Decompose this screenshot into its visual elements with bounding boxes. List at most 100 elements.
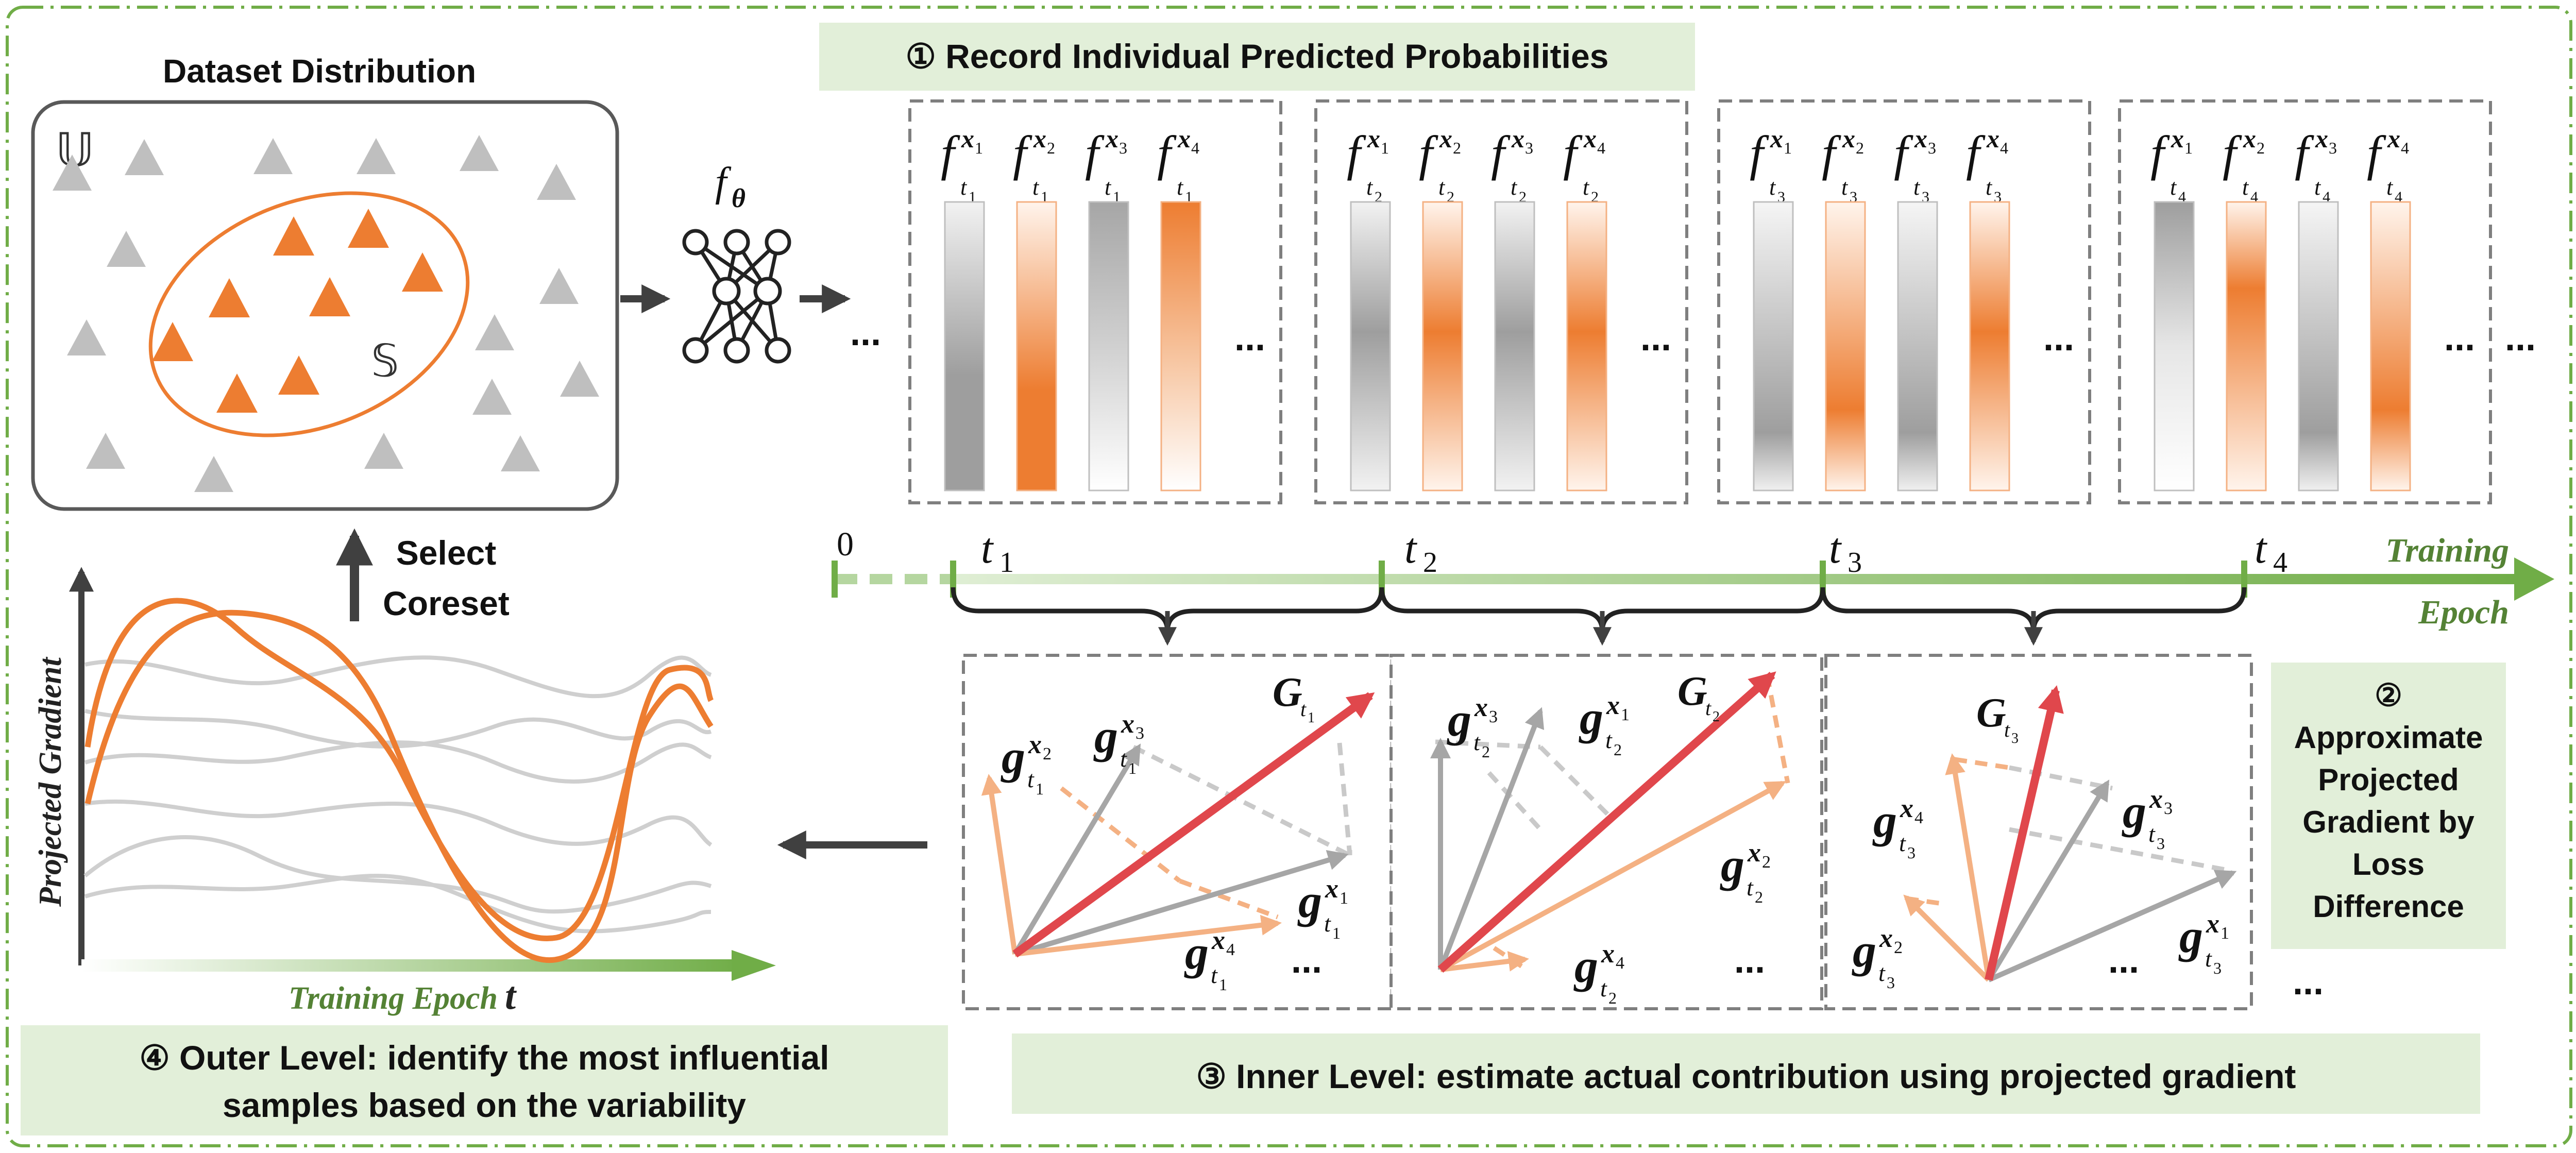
prob-bar-t4-x3 [2298,201,2339,491]
svg-text:1: 1 [1308,710,1315,726]
step2-line: Loss [2352,847,2425,881]
svg-text:g: g [2122,785,2146,838]
svg-text:x: x [2171,124,2184,153]
svg-text:t: t [1829,524,1842,572]
svg-text:x: x [1121,709,1134,739]
label-g-t1-x4: g t 1 x 4 [1184,926,1235,994]
svg-text:t: t [2255,524,2268,572]
svg-text:1: 1 [1219,975,1227,994]
svg-text:t: t [1841,175,1849,200]
prob-bar-t1-x1 [944,201,985,491]
label-g-t3-x2: g t 3 x 2 [1852,924,1903,992]
svg-text:x: x [1747,838,1761,868]
svg-text:t: t [1913,175,1921,200]
svg-text:x: x [1511,124,1524,153]
probability-box-t4: ft 4x 1 ft 4x 2 ft 4x 3 ft 4x 4... [2118,99,2492,504]
step3-banner [1012,1033,2480,1114]
svg-text:x: x [1770,124,1783,153]
svg-text:x: x [2243,124,2256,153]
gray-samples [53,135,599,492]
chart-ylabel: Projected Gradient [33,656,68,907]
svg-text:g: g [1447,693,1471,746]
prob-bar-t3-x1 [1753,201,1794,491]
svg-text:3: 3 [2213,959,2222,977]
svg-text:x: x [1583,124,1597,153]
svg-text:G: G [1677,669,1707,714]
svg-text:1: 1 [1036,779,1044,798]
prob-bar-t4-x2 [2226,201,2267,491]
svg-text:G: G [1273,670,1302,715]
svg-text:2: 2 [1423,547,1437,579]
probability-box-t3: ft 3x 1 ft 3x 2 ft 3x 3 ft 3x 4... [1717,99,2091,504]
outer-frame [6,6,2572,1147]
svg-text:3: 3 [1489,707,1498,726]
svg-text:3: 3 [2164,799,2173,818]
svg-text:t: t [1404,524,1418,572]
svg-text:3: 3 [1907,843,1916,862]
gradient-ellipsis: ... [2108,940,2139,981]
svg-text:g: g [1001,731,1025,783]
prob-bar-t2-x3 [1494,201,1535,491]
brace-down-arrows [1158,611,2043,646]
projection-line [1060,786,1181,883]
label-g-t1-x3: g t 1 x 3 [1093,709,1144,777]
projection-line [1538,745,1609,816]
chart-orange-curves [84,598,714,963]
svg-text:1: 1 [1128,759,1137,777]
svg-text:θ: θ [732,184,745,213]
svg-text:3: 3 [1136,724,1144,743]
svg-text:g: g [2178,910,2203,962]
gradient-box-t1: g t 1x 2 g t 1x 3Gt 1g t 1x 1g t 1x 4... [962,654,1394,1010]
vector-g-x2 [1903,894,1991,982]
step4-line2: samples based on the variability [223,1086,746,1124]
projection-line [1435,739,1541,750]
svg-text:3: 3 [1928,139,1936,157]
svg-text:g: g [1872,794,1897,847]
vector-g-x4 [1014,914,1282,957]
svg-text:4: 4 [1914,808,1923,827]
svg-text:t: t [1605,727,1613,753]
step2-line: Projected [2318,762,2459,797]
svg-text:x: x [1474,693,1488,722]
svg-text:t: t [1878,960,1886,986]
step2-line: ② [2375,678,2402,713]
svg-text:2: 2 [1482,742,1490,761]
svg-text:2: 2 [1894,938,1903,957]
step4-banner [21,1025,948,1135]
svg-text:t: t [1899,830,1906,856]
svg-text:1: 1 [1340,889,1348,908]
prob-bar-t4-x1 [2154,201,2195,491]
svg-text:t: t [981,524,994,572]
step4-line1: ④ Outer Level: identify the most influen… [140,1039,829,1077]
svg-text:t: t [960,175,968,200]
svg-text:1: 1 [2221,924,2229,943]
label-g-t2-x4: g t 2 x 4 [1573,939,1624,1007]
svg-text:t: t [1032,175,1040,200]
svg-text:2: 2 [2257,139,2265,157]
vector-g-x2 [981,774,1018,955]
svg-text:2: 2 [1047,139,1055,157]
step2-line: Approximate [2294,720,2483,755]
gradient-chart: Projected Gradient Training Epoch t [33,567,776,1018]
svg-text:x: x [2206,909,2219,939]
records-trailing-ellipsis: ... [2505,317,2536,359]
svg-text:t: t [1324,910,1331,937]
vector-G [1437,671,1776,973]
timeline-label-line1: Training [2385,532,2509,569]
svg-text:2: 2 [1453,139,1461,157]
svg-text:x: x [2315,124,2328,153]
gradient-ellipsis: ... [1291,940,1322,981]
neural-network-icon [682,229,791,364]
prob-bar-t1-x2 [1016,201,1057,491]
projection-line [1179,878,1279,920]
projection-line [2009,827,2231,873]
prob-bar-t3-x3 [1897,201,1938,491]
prob-bar-t2-x4 [1566,201,1607,491]
vector-G [1985,685,2064,981]
step2-text: ② Approximate Projected Gradient by Loss Diff… [2294,678,2483,924]
subset-symbol: 𝕊 [371,336,399,386]
timeline-label-line2: Epoch [2418,594,2509,631]
label-g-t1-x2: g t 1 x 2 [1001,730,1052,798]
probability-records: ft 1x 1 ft 1x 2 ft 1x 3 ft 1x 4...ft 2x 1 ft 2x 2 ft 2x 3 ft… [908,99,2536,504]
select-line1: Select [396,534,496,572]
